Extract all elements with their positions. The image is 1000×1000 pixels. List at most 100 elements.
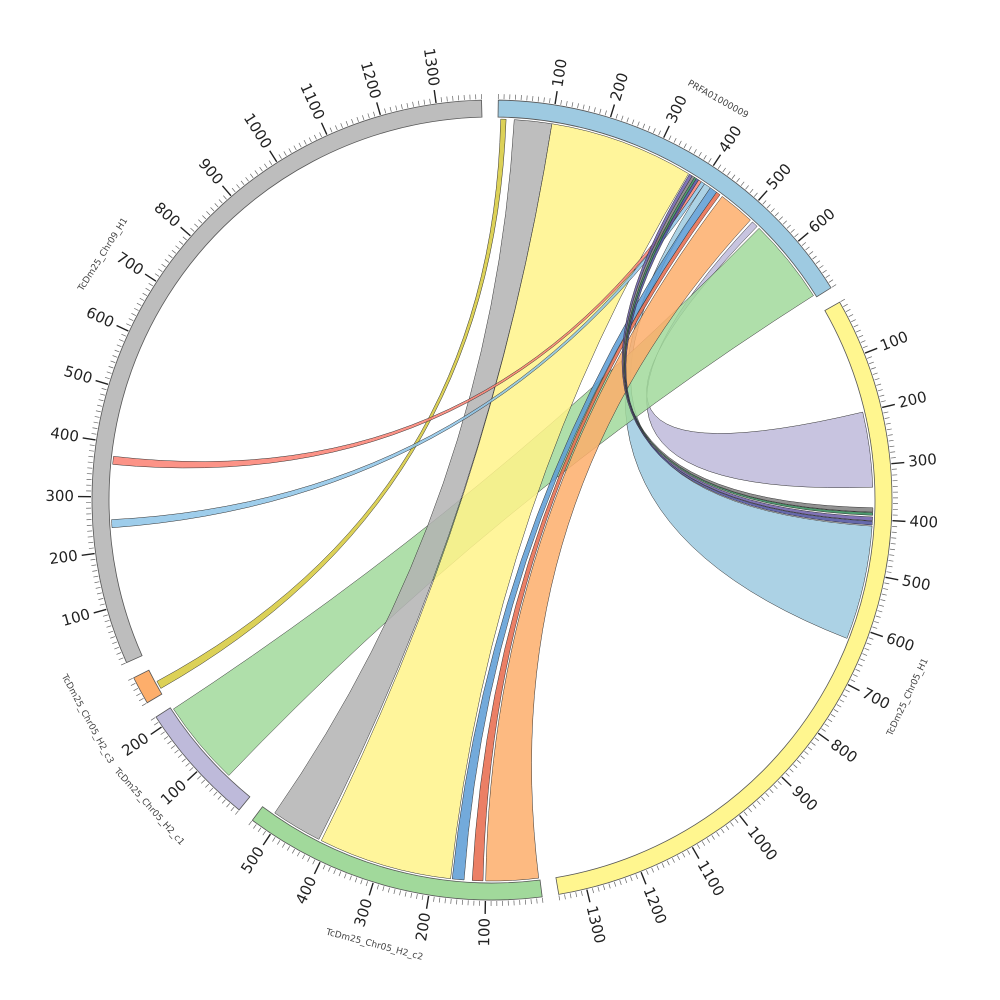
minor-tick bbox=[736, 178, 740, 183]
tick-label: 1100 bbox=[694, 857, 729, 899]
minor-tick bbox=[433, 896, 435, 902]
tick-label: 700 bbox=[113, 248, 147, 279]
minor-tick bbox=[599, 108, 602, 114]
minor-tick bbox=[221, 799, 226, 804]
minor-tick bbox=[722, 167, 726, 173]
minor-tick bbox=[97, 404, 103, 407]
minor-tick bbox=[716, 832, 720, 837]
minor-tick bbox=[843, 303, 848, 307]
minor-tick bbox=[118, 657, 124, 661]
major-tick bbox=[221, 185, 232, 197]
minor-tick bbox=[762, 200, 767, 205]
minor-tick bbox=[881, 593, 887, 596]
minor-tick bbox=[365, 881, 369, 887]
minor-tick bbox=[158, 268, 163, 272]
minor-tick bbox=[867, 356, 872, 359]
minor-tick bbox=[839, 699, 845, 703]
minor-tick bbox=[765, 792, 770, 798]
minor-tick bbox=[395, 105, 398, 111]
minor-tick bbox=[885, 422, 891, 425]
minor-tick bbox=[249, 173, 254, 179]
minor-tick bbox=[549, 98, 551, 104]
minor-tick bbox=[833, 709, 839, 713]
minor-tick bbox=[743, 811, 748, 816]
minor-tick bbox=[262, 830, 266, 836]
minor-tick bbox=[711, 835, 715, 840]
major-tick bbox=[891, 461, 905, 465]
minor-tick bbox=[597, 886, 600, 892]
minor-tick bbox=[697, 844, 701, 849]
minor-tick bbox=[360, 879, 363, 885]
minor-tick bbox=[794, 233, 799, 238]
minor-tick bbox=[362, 115, 365, 121]
minor-tick bbox=[190, 227, 195, 232]
minor-tick bbox=[734, 818, 739, 824]
minor-tick bbox=[619, 880, 622, 885]
minor-tick bbox=[631, 119, 635, 125]
major-tick bbox=[885, 576, 899, 581]
minor-tick bbox=[877, 610, 883, 613]
minor-tick bbox=[857, 663, 863, 667]
minor-tick bbox=[382, 886, 385, 892]
minor-tick bbox=[811, 742, 816, 746]
minor-tick bbox=[120, 662, 126, 666]
major-tick bbox=[320, 122, 328, 135]
minor-tick bbox=[668, 135, 672, 141]
minor-tick bbox=[399, 890, 401, 896]
minor-tick bbox=[133, 688, 139, 691]
major-tick bbox=[81, 552, 95, 557]
tick-label: 1300 bbox=[583, 904, 610, 945]
minor-tick bbox=[319, 132, 322, 138]
minor-tick bbox=[130, 682, 136, 686]
minor-tick bbox=[170, 745, 176, 749]
minor-tick bbox=[101, 388, 107, 391]
minor-tick bbox=[138, 698, 144, 702]
minor-tick bbox=[543, 97, 545, 103]
minor-tick bbox=[884, 417, 890, 419]
minor-tick bbox=[314, 134, 317, 140]
minor-tick bbox=[92, 570, 98, 572]
minor-tick bbox=[658, 130, 661, 136]
minor-tick bbox=[875, 615, 881, 618]
minor-tick bbox=[218, 199, 223, 204]
minor-tick bbox=[194, 223, 199, 228]
minor-tick bbox=[887, 434, 893, 436]
minor-tick bbox=[642, 123, 646, 129]
minor-tick bbox=[864, 647, 870, 651]
major-tick bbox=[817, 732, 830, 742]
ideogram bbox=[91, 99, 893, 901]
minor-tick bbox=[102, 614, 108, 617]
minor-tick bbox=[796, 759, 802, 764]
minor-tick bbox=[116, 652, 122, 655]
tick-label: 600 bbox=[83, 303, 117, 331]
major-tick bbox=[797, 232, 809, 242]
minor-tick bbox=[114, 349, 120, 353]
minor-tick bbox=[845, 689, 850, 693]
minor-tick bbox=[822, 269, 827, 274]
minor-tick bbox=[604, 110, 607, 116]
minor-tick bbox=[277, 840, 281, 845]
tick-label: 100 bbox=[877, 328, 910, 355]
minor-tick bbox=[789, 768, 794, 773]
minor-tick bbox=[197, 775, 202, 780]
minor-tick bbox=[877, 389, 883, 392]
minor-tick bbox=[886, 428, 892, 431]
minor-tick bbox=[890, 543, 896, 545]
minor-tick bbox=[406, 102, 409, 108]
tick-label: 1200 bbox=[640, 884, 671, 926]
minor-tick bbox=[830, 714, 836, 718]
minor-tick bbox=[740, 181, 745, 186]
minor-tick bbox=[708, 158, 712, 163]
minor-tick bbox=[828, 279, 834, 283]
minor-tick bbox=[856, 329, 861, 333]
minor-tick bbox=[753, 192, 758, 197]
minor-tick bbox=[651, 867, 654, 873]
minor-tick bbox=[259, 166, 263, 172]
minor-tick bbox=[852, 674, 858, 677]
minor-tick bbox=[889, 548, 895, 551]
minor-tick bbox=[393, 889, 396, 895]
minor-tick bbox=[890, 457, 896, 459]
major-tick bbox=[609, 104, 616, 118]
